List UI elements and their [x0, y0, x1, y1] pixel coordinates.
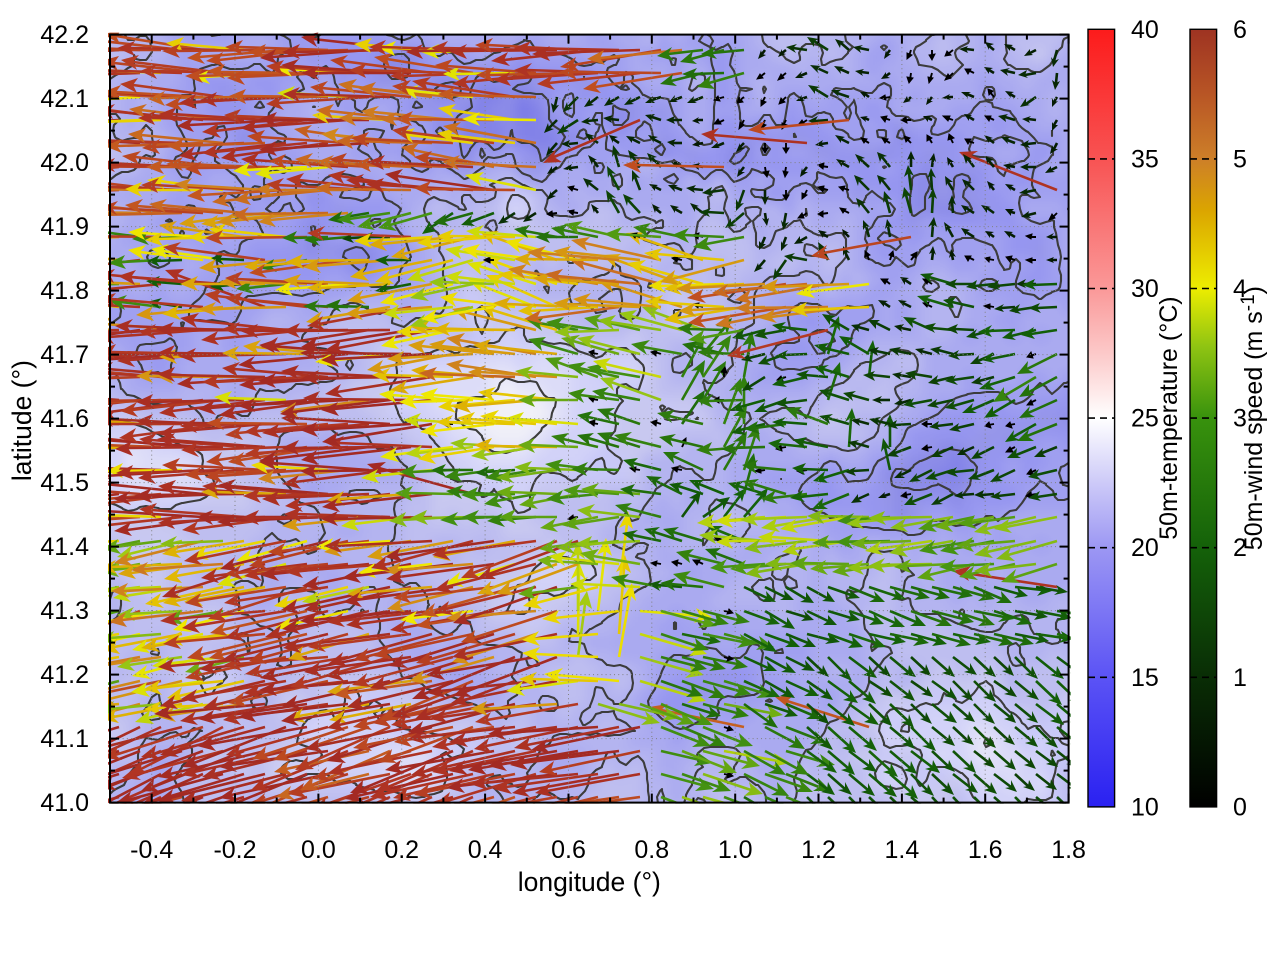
svg-text:41.9: 41.9 [40, 213, 89, 241]
svg-text:latitude (°): latitude (°) [7, 360, 37, 481]
svg-text:41.0: 41.0 [40, 789, 89, 817]
svg-text:50m-wind speed (m s-1): 50m-wind speed (m s-1) [1238, 286, 1268, 550]
svg-text:30: 30 [1131, 275, 1159, 303]
svg-text:42.1: 42.1 [40, 85, 89, 113]
svg-text:5: 5 [1233, 145, 1247, 173]
svg-text:-0.2: -0.2 [213, 836, 256, 864]
svg-text:1.0: 1.0 [718, 836, 753, 864]
svg-text:1: 1 [1233, 664, 1247, 692]
svg-text:1.8: 1.8 [1051, 836, 1086, 864]
svg-text:15: 15 [1131, 664, 1159, 692]
svg-text:41.2: 41.2 [40, 661, 89, 689]
svg-text:42.0: 42.0 [40, 149, 89, 177]
svg-text:2: 2 [1233, 534, 1247, 562]
svg-text:42.2: 42.2 [40, 21, 89, 49]
svg-text:1.4: 1.4 [885, 836, 920, 864]
svg-text:35: 35 [1131, 145, 1159, 173]
svg-text:-0.4: -0.4 [130, 836, 173, 864]
svg-text:41.4: 41.4 [40, 533, 89, 561]
svg-text:41.1: 41.1 [40, 725, 89, 753]
svg-text:25: 25 [1131, 405, 1159, 433]
svg-text:0.4: 0.4 [468, 836, 503, 864]
svg-text:0.6: 0.6 [551, 836, 586, 864]
svg-text:3: 3 [1233, 405, 1247, 433]
svg-text:0.0: 0.0 [301, 836, 336, 864]
svg-text:4: 4 [1233, 275, 1247, 303]
svg-text:41.8: 41.8 [40, 277, 89, 305]
svg-text:41.3: 41.3 [40, 597, 89, 625]
svg-text:0.8: 0.8 [634, 836, 669, 864]
svg-text:1.2: 1.2 [801, 836, 836, 864]
svg-text:50m-temperature (°C): 50m-temperature (°C) [1155, 296, 1183, 539]
svg-text:0.2: 0.2 [384, 836, 419, 864]
svg-text:20: 20 [1131, 534, 1159, 562]
svg-text:10: 10 [1131, 793, 1159, 821]
svg-text:41.6: 41.6 [40, 405, 89, 433]
svg-text:0: 0 [1233, 793, 1247, 821]
svg-text:6: 6 [1233, 16, 1247, 44]
svg-text:1.6: 1.6 [968, 836, 1003, 864]
svg-text:41.5: 41.5 [40, 469, 89, 497]
svg-text:40: 40 [1131, 16, 1159, 44]
svg-text:41.7: 41.7 [40, 341, 89, 369]
svg-text:longitude (°): longitude (°) [518, 867, 661, 897]
